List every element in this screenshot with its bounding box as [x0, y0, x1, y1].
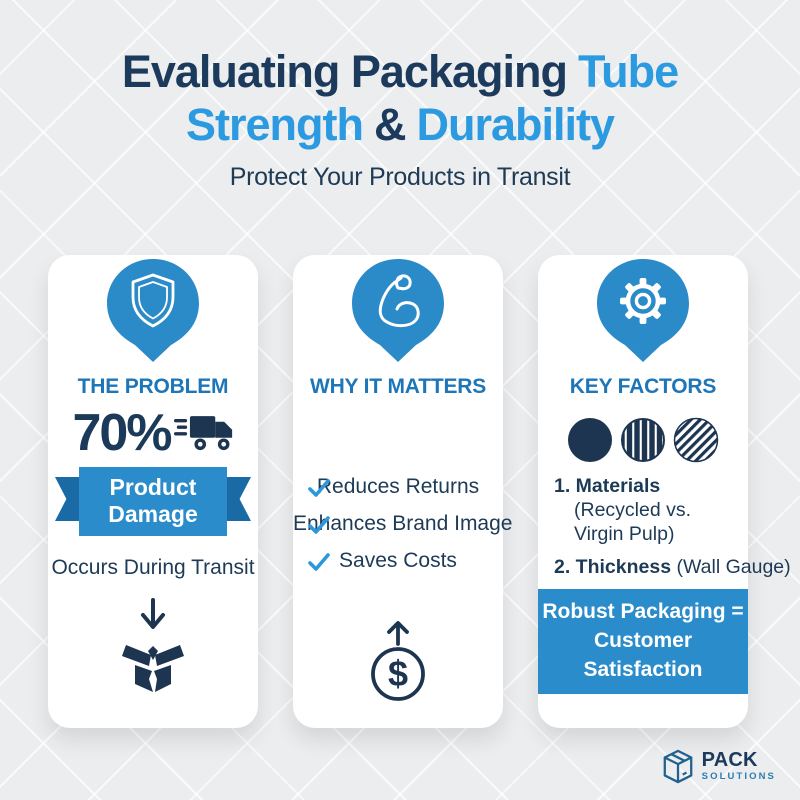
title2-part-blue2: Durability — [416, 98, 615, 150]
factor-detail: (Recycled vs. Virgin Pulp) — [574, 498, 692, 545]
factor-detail: (Wall Gauge) — [671, 556, 791, 579]
svg-text:$: $ — [388, 653, 408, 694]
brand-logo: PACK SOLUTIONS — [661, 746, 776, 786]
title-line-2: Strength & Durability — [0, 99, 800, 152]
truck-icon — [173, 416, 232, 451]
diagonal-stripe-dot-icon — [673, 417, 719, 463]
cost-savings-icon: $ — [371, 621, 425, 701]
shield-icon — [107, 259, 199, 362]
solid-dot-icon — [568, 418, 612, 462]
card-why-it-matters: WHY IT MATTERS Reduces Returns Enhances … — [293, 255, 512, 728]
title-part-navy: Evaluating Packaging — [121, 46, 568, 97]
checklist-item: Enhances Brand Image — [293, 512, 512, 537]
bicep-icon — [352, 259, 444, 362]
vertical-stripe-dot-icon — [621, 418, 665, 462]
card2-header: WHY IT MATTERS — [309, 375, 487, 398]
transit-caption: Occurs During Transit — [51, 556, 255, 580]
gear-icon — [597, 259, 689, 362]
card1-header: THE PROBLEM — [77, 375, 229, 398]
checklist-item-label: Saves Costs — [339, 549, 457, 572]
factor-item-thickness: 2. Thickness (Wall Gauge) — [554, 556, 791, 580]
card-key-factors: KEY FACTORS 1. Materials (Recycled vs. V… — [538, 255, 791, 728]
check-icon — [308, 553, 330, 571]
conclusion-banner: Robust Packaging = Customer Satisfaction — [538, 589, 748, 694]
material-samples — [567, 417, 719, 463]
down-arrow-icon — [141, 598, 165, 630]
broken-box-icon — [122, 645, 184, 693]
page-subtitle: Protect Your Products in Transit — [229, 163, 571, 192]
product-damage-ribbon: Product Damage — [55, 467, 251, 537]
title-part-blue: Tube — [577, 46, 679, 97]
benefits-checklist: Reduces Returns Enhances Brand Image Sav… — [293, 475, 512, 574]
ribbon-line-2: Damage — [108, 501, 198, 528]
stat-row: 70% — [72, 407, 233, 459]
checklist-item-label: Reduces Returns — [316, 475, 480, 498]
check-icon — [308, 479, 330, 497]
title2-part-blue1: Strength — [185, 98, 364, 150]
checklist-item-label: Enhances Brand Image — [293, 512, 513, 535]
banner-line-1: Robust Packaging = — [542, 600, 744, 624]
checklist-item: Saves Costs — [293, 549, 503, 574]
check-icon — [308, 516, 330, 534]
cards-row: THE PROBLEM 70% Product Damage — [48, 255, 791, 728]
factor-label: 1. Materials — [554, 475, 661, 497]
ribbon-line-1: Product — [109, 474, 197, 500]
damage-stat-value: 70% — [72, 404, 172, 462]
brand-tagline: SOLUTIONS — [701, 771, 776, 783]
card-the-problem: THE PROBLEM 70% Product Damage — [48, 255, 258, 728]
factor-label: 2. Thickness — [554, 556, 672, 579]
factor-item-materials: 1. Materials (Recycled vs. Virgin Pulp) — [554, 475, 738, 546]
package-box-icon — [663, 749, 693, 784]
title2-ampersand: & — [373, 98, 406, 150]
title-line-1: Evaluating Packaging Tube — [0, 46, 800, 99]
card3-header: KEY FACTORS — [569, 375, 717, 398]
infographic-header: Evaluating Packaging Tube Strength & Durabi… — [0, 46, 800, 192]
checklist-item: Reduces Returns — [293, 475, 503, 500]
ribbon-label: Product Damage — [79, 467, 227, 537]
brand-text: PACK SOLUTIONS — [702, 750, 776, 782]
brand-name: PACK — [701, 749, 758, 772]
banner-line-2: Customer Satisfaction — [583, 629, 703, 682]
